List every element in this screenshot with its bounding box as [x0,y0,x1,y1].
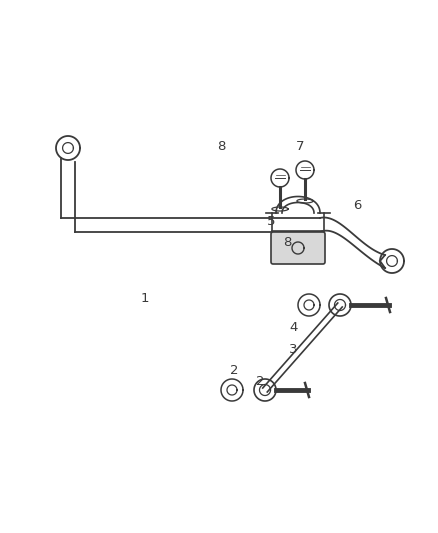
FancyBboxPatch shape [271,232,325,264]
Text: 5: 5 [267,215,276,228]
Text: 8: 8 [217,140,226,153]
Text: 3: 3 [289,343,298,356]
Text: 1: 1 [140,292,149,305]
Text: 2: 2 [230,364,239,377]
Text: 6: 6 [353,199,361,212]
Text: 8: 8 [283,236,291,249]
Text: 7: 7 [296,140,304,153]
Text: 2: 2 [256,375,265,387]
Text: 4: 4 [289,321,298,334]
